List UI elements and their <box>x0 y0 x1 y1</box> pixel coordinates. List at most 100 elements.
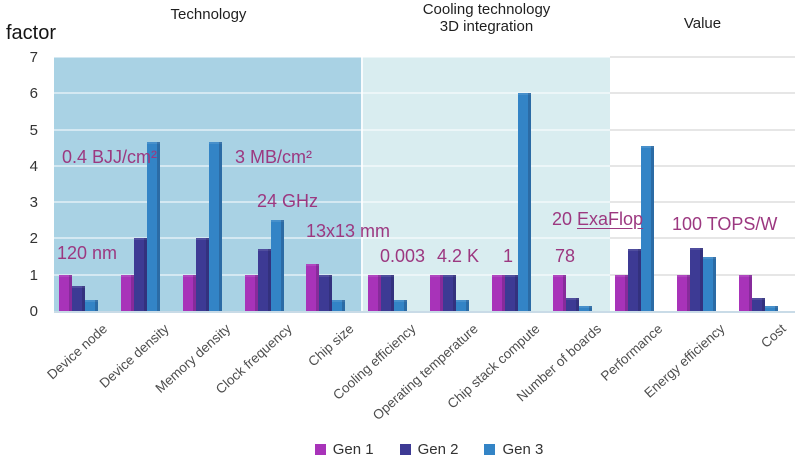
y-tick-5: 5 <box>29 121 38 139</box>
gridline-7 <box>54 56 795 58</box>
bar-gen-3-operating-temperature <box>455 300 469 311</box>
bar-gen-1-chip-size <box>306 263 320 311</box>
x-axis: Device node Device density Memory density C… <box>44 313 795 438</box>
bar-group-performance <box>604 57 666 311</box>
bar-gen-1-operating-temperature <box>429 274 443 311</box>
bar-gen-3-number-of-boards <box>579 305 593 311</box>
bar-gen-1-energy-efficiency <box>676 274 690 311</box>
bar-gen-2-device-density <box>134 238 148 311</box>
bar-gen-1-memory-density <box>182 274 196 311</box>
annotation-device-density: 0.4 BJJ/cm² <box>62 147 158 167</box>
annotation-operating-temperature: 4.2 K <box>437 246 480 266</box>
bar-gen-2-number-of-boards <box>566 298 580 311</box>
bar-gen-2-chip-size <box>319 274 333 311</box>
bar-group-device-node <box>48 57 110 311</box>
bar-gen-3-energy-efficiency <box>702 256 716 311</box>
gridlines <box>54 56 795 311</box>
annotation-device-node: 120 nm <box>57 243 118 263</box>
annotation-cooling-efficiency: 0.003 <box>380 246 426 266</box>
gridline-1 <box>54 273 795 276</box>
legend-label-gen-2: Gen 2 <box>417 441 459 458</box>
bar-group-cost <box>727 57 789 311</box>
plot-area: 120 nm 0.4 BJJ/cm² 3 MB/cm² 24 GHz 13x13 mm 0… <box>54 56 795 313</box>
bar-gen-2-performance <box>628 249 642 311</box>
bar-gen-1-device-node <box>59 274 73 311</box>
y-tick-6: 6 <box>29 85 38 103</box>
legend-label-gen-3: Gen 3 <box>502 441 544 458</box>
y-tick-4: 4 <box>29 157 38 175</box>
band-cooling-technology-3d-integration <box>362 57 610 311</box>
legend-swatch-gen-2 <box>399 444 411 455</box>
legend-label-gen-1: Gen 1 <box>332 441 374 458</box>
annotation-chip-size: 13x13 mm <box>306 221 391 241</box>
legend: Gen 1 Gen 2 Gen 3 <box>0 441 800 458</box>
x-label-cost: Cost <box>758 321 790 351</box>
annotation-clock-frequency: 24 GHz <box>257 191 319 211</box>
bars-layer <box>54 57 795 311</box>
y-tick-7: 7 <box>29 49 38 66</box>
annotation-performance: 20 ExaFlop <box>552 209 644 229</box>
bar-gen-1-chip-stack-compute <box>491 274 505 311</box>
section-header-value: Value <box>683 15 722 32</box>
annotations-layer: 120 nm 0.4 BJJ/cm² 3 MB/cm² 24 GHz 13x13 mm 0… <box>54 57 795 311</box>
section-backgrounds <box>54 57 795 311</box>
bar-group-chip-stack-compute <box>480 57 542 311</box>
bar-gen-2-cooling-efficiency <box>381 274 395 311</box>
section-header-cooling: Cooling technology 3D integration <box>363 1 610 35</box>
bar-gen-2-cost <box>751 298 765 311</box>
x-label-performance: Performance <box>598 321 666 384</box>
bar-group-memory-density <box>172 57 234 311</box>
x-label-chip-size: Chip size <box>305 321 357 370</box>
annotation-chip-stack-compute: 1 <box>503 246 514 266</box>
gridline-3 <box>54 201 795 204</box>
bar-group-operating-temperature <box>419 57 481 311</box>
bar-gen-3-device-node <box>85 300 99 311</box>
annotation-number-of-boards: 78 <box>555 246 576 266</box>
legend-item-gen-3: Gen 3 <box>484 441 543 458</box>
bar-group-chip-size <box>295 57 357 311</box>
bar-gen-1-cooling-efficiency <box>368 274 382 311</box>
bar-gen-3-cost <box>764 305 778 311</box>
bar-gen-3-memory-density <box>208 142 222 311</box>
bar-gen-2-clock-frequency <box>257 249 271 311</box>
bar-group-number-of-boards <box>542 57 604 311</box>
bar-gen-2-memory-density <box>195 238 209 311</box>
bar-gen-3-clock-frequency <box>270 220 284 311</box>
bar-gen-3-device-density <box>147 142 161 311</box>
y-tick-1: 1 <box>29 266 38 284</box>
bar-gen-3-cooling-efficiency <box>394 300 408 311</box>
y-tick-2: 2 <box>29 230 38 248</box>
legend-item-gen-1: Gen 1 <box>314 441 374 458</box>
bar-gen-3-chip-size <box>332 300 346 311</box>
bar-gen-2-energy-efficiency <box>689 247 703 311</box>
gridline-2 <box>54 237 795 240</box>
bar-gen-3-chip-stack-compute <box>517 93 531 311</box>
section-header-cooling-line1: Cooling technology <box>422 1 551 18</box>
bar-gen-1-device-density <box>121 274 135 311</box>
bar-group-energy-efficiency <box>666 57 728 311</box>
y-tick-3: 3 <box>29 194 38 212</box>
bar-gen-2-chip-stack-compute <box>504 274 518 311</box>
legend-swatch-gen-1 <box>314 444 326 455</box>
bar-gen-1-performance <box>615 274 629 311</box>
bar-group-clock-frequency <box>233 57 295 311</box>
bar-gen-1-clock-frequency <box>244 274 258 311</box>
legend-item-gen-2: Gen 2 <box>399 441 459 458</box>
gridline-6 <box>54 92 795 95</box>
y-axis-title: factor <box>6 22 57 44</box>
section-header-technology: Technology <box>170 6 247 23</box>
bar-group-cooling-efficiency <box>357 57 419 311</box>
bar-gen-3-performance <box>641 145 655 311</box>
y-tick-0: 0 <box>29 303 38 320</box>
annotation-energy-efficiency: 100 TOPS/W <box>672 214 778 234</box>
section-header-cooling-line2: 3D integration <box>439 18 534 35</box>
gridline-4 <box>54 164 795 167</box>
y-axis: 0 1 2 3 4 5 6 7 <box>0 49 46 320</box>
gridline-5 <box>54 128 795 131</box>
bar-gen-1-number-of-boards <box>553 274 567 311</box>
legend-swatch-gen-3 <box>484 444 496 455</box>
annotation-memory-density: 3 MB/cm² <box>235 147 313 167</box>
bar-gen-1-cost <box>738 274 752 311</box>
x-label-device-node: Device node <box>44 321 110 383</box>
